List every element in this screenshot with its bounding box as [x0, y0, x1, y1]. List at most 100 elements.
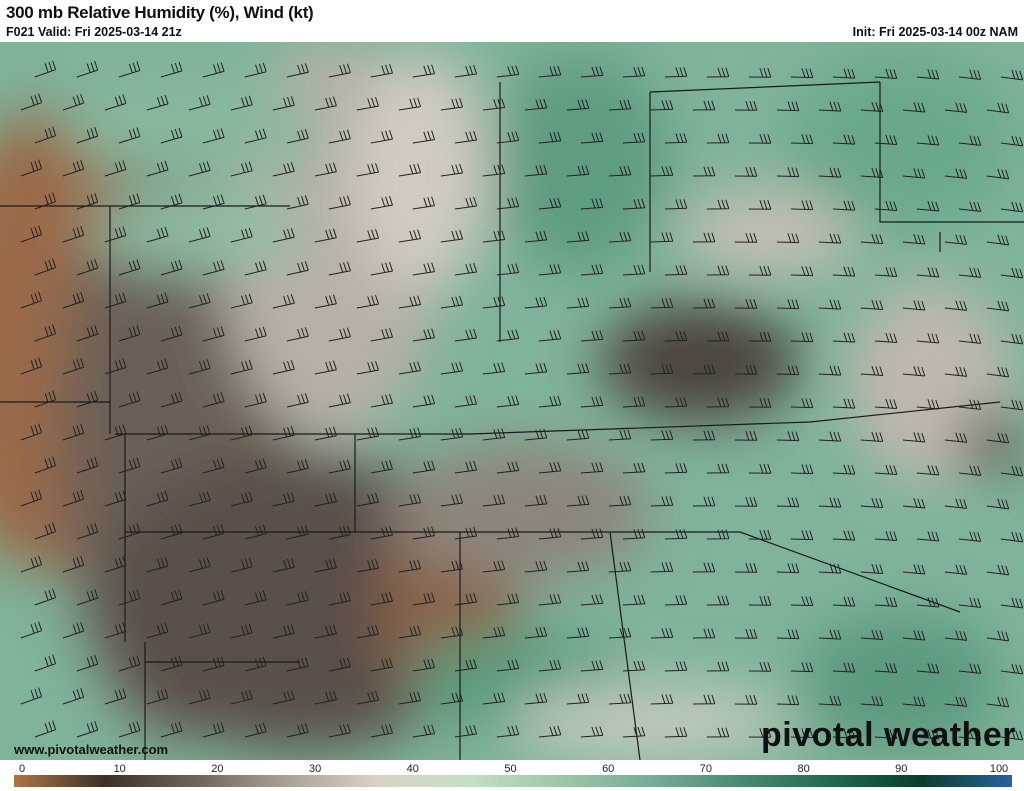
wind-barb	[20, 489, 43, 507]
wind-barb	[412, 394, 436, 408]
wind-barb	[608, 561, 632, 573]
wind-barb	[958, 333, 982, 344]
wind-barb	[118, 325, 141, 342]
humidity-wind-map	[0, 42, 1024, 760]
wind-barb	[958, 201, 982, 212]
wind-barb	[902, 696, 926, 707]
wind-barb	[62, 423, 85, 441]
wind-barb	[832, 464, 856, 475]
wind-barb	[832, 134, 856, 145]
wind-barb	[34, 456, 57, 474]
wind-barb	[496, 593, 520, 606]
wind-barb	[916, 597, 940, 608]
wind-barb	[62, 621, 85, 639]
wind-barb	[230, 491, 253, 507]
wind-barb	[272, 426, 295, 441]
wind-barb	[832, 200, 856, 211]
wind-barb	[874, 398, 898, 409]
wind-barb	[76, 192, 99, 210]
wind-barb	[454, 592, 478, 606]
init-time: Init: Fri 2025-03-14 00z NAM	[852, 25, 1018, 39]
wind-barb	[272, 492, 295, 507]
wind-barb	[1000, 333, 1024, 345]
wind-barb	[524, 362, 548, 375]
wind-barb	[874, 332, 898, 343]
wind-barb	[118, 655, 141, 672]
colorbar-tick: 10	[113, 763, 126, 775]
wind-barb	[902, 300, 926, 311]
wind-barb	[244, 524, 267, 540]
wind-barb	[524, 692, 548, 705]
wind-barb	[104, 688, 127, 705]
wind-barb	[1000, 663, 1024, 675]
wind-barb	[818, 167, 842, 178]
wind-barb	[230, 425, 253, 441]
wind-barb	[524, 230, 548, 243]
wind-barb	[454, 196, 478, 210]
wind-barb	[76, 654, 99, 672]
wind-barb	[482, 98, 506, 111]
wind-barb	[146, 622, 169, 639]
wind-barb	[272, 360, 295, 375]
wind-barb	[818, 299, 842, 310]
wind-barb	[986, 168, 1010, 180]
wind-barb	[440, 361, 464, 375]
wind-barb	[272, 294, 295, 309]
wind-barb	[314, 294, 337, 309]
wind-barb	[734, 694, 758, 705]
wind-barb	[146, 424, 169, 441]
wind-barb	[20, 357, 43, 375]
wind-barb	[1000, 135, 1024, 147]
wind-barb	[776, 431, 800, 442]
wind-barb	[328, 261, 351, 276]
wind-barb	[328, 459, 351, 474]
wind-barb	[202, 722, 225, 738]
wind-barb	[160, 457, 183, 474]
wind-barb	[286, 591, 309, 606]
wind-barb	[482, 164, 506, 177]
wind-barb	[356, 360, 379, 375]
wind-barb	[1000, 69, 1024, 81]
wind-barb	[818, 101, 842, 112]
wind-barb	[790, 530, 814, 541]
wind-barb	[832, 266, 856, 277]
wind-barb	[328, 195, 351, 210]
wind-barb	[860, 497, 884, 508]
wind-barb	[244, 458, 267, 474]
wind-barb	[524, 428, 548, 441]
wind-barb	[146, 226, 169, 243]
wind-barb	[272, 228, 295, 243]
wind-barb	[538, 725, 562, 738]
wind-barb	[328, 525, 351, 540]
wind-barb	[146, 94, 169, 111]
wind-barb	[356, 492, 379, 507]
wind-barb	[874, 134, 898, 145]
wind-barb	[622, 396, 646, 408]
wind-barb	[398, 361, 422, 375]
wind-barb	[314, 426, 337, 441]
wind-barb	[706, 529, 730, 540]
wind-barb	[34, 522, 57, 540]
wind-barb	[496, 65, 520, 78]
wind-barb	[622, 462, 646, 474]
wind-barb	[356, 294, 379, 309]
wind-barb	[314, 690, 337, 705]
wind-barb	[202, 62, 225, 78]
wind-barb	[580, 198, 604, 210]
wind-barb	[34, 720, 57, 738]
wind-barb	[496, 131, 520, 144]
wind-barb	[454, 130, 478, 144]
wind-barb	[608, 99, 632, 111]
wind-barb	[104, 556, 127, 573]
wind-barb	[76, 60, 99, 78]
wind-barb	[790, 134, 814, 145]
wind-barb	[496, 395, 520, 408]
wind-barb	[566, 627, 590, 639]
wind-barb	[986, 630, 1010, 642]
wind-barb	[650, 694, 674, 705]
wind-barb	[664, 331, 688, 342]
wind-barb	[734, 166, 758, 177]
wind-barb	[566, 495, 590, 507]
wind-barb	[370, 393, 393, 408]
wind-barb	[692, 628, 716, 639]
